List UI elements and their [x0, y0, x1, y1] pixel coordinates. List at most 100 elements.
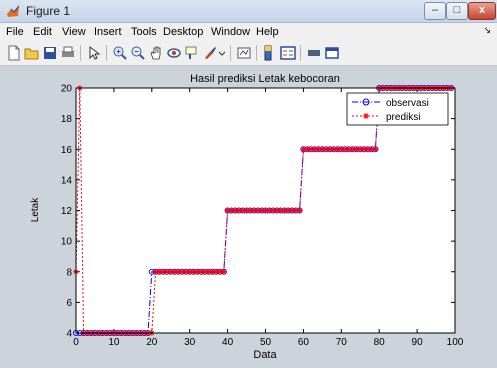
data-point-prediksi: [361, 146, 367, 153]
hide-plot-tools-icon[interactable]: [306, 45, 322, 61]
show-plot-tools-icon[interactable]: [324, 45, 340, 61]
legend-box: [346, 92, 449, 126]
menu-tools[interactable]: Tools: [131, 26, 157, 38]
data-point-prediksi: [167, 268, 174, 275]
chart-title: Hasil prediksi Letak kebocoran: [190, 73, 340, 85]
data-point-prediksi: [255, 207, 261, 214]
legend-icon[interactable]: [280, 45, 296, 61]
toolbar-separator: [230, 45, 231, 61]
data-point-prediksi: [274, 207, 280, 214]
x-tick-label: 90: [412, 337, 424, 348]
title-bar[interactable]: Figure 1 – □ x: [0, 0, 497, 23]
data-point-prediksi: [289, 207, 295, 214]
data-point-prediksi: [179, 268, 185, 275]
data-point-prediksi: [258, 207, 265, 214]
x-tick-label: 30: [184, 337, 196, 348]
data-cursor-icon[interactable]: [184, 45, 200, 61]
matlab-icon: [7, 5, 20, 17]
data-point-prediksi: [183, 268, 189, 275]
figure-area: Hasil prediksi Letak kebocoran Data Leta…: [0, 66, 497, 368]
chart[interactable]: Hasil prediksi Letak kebocoran Data Leta…: [0, 66, 497, 368]
data-point-prediksi: [213, 268, 220, 275]
new-figure-icon[interactable]: [6, 45, 22, 61]
minimize-button[interactable]: –: [424, 2, 446, 20]
legend-label-observasi: observasi: [386, 98, 429, 109]
figure-toolbar: [0, 41, 497, 66]
x-tick-label: 40: [222, 337, 234, 348]
menu-insert[interactable]: Insert: [94, 26, 122, 38]
data-point-prediksi: [293, 207, 299, 214]
data-point-prediksi: [342, 146, 348, 153]
zoom-in-icon[interactable]: [112, 45, 128, 61]
menu-overflow-icon[interactable]: ↘: [483, 25, 491, 35]
data-point-prediksi: [205, 268, 212, 275]
data-point-prediksi: [300, 146, 307, 153]
data-point-prediksi: [368, 146, 375, 153]
toolbar-separator: [106, 45, 107, 61]
data-point-prediksi: [330, 146, 337, 153]
save-icon[interactable]: [42, 45, 58, 61]
data-point-prediksi: [323, 146, 329, 153]
legend-marker-prediksi: [363, 113, 369, 119]
data-point-prediksi: [285, 207, 292, 214]
data-point-prediksi: [202, 268, 208, 275]
toolbar-separator: [300, 45, 301, 61]
link-plot-icon[interactable]: [236, 45, 252, 61]
legend[interactable]: observasi prediksi: [346, 92, 449, 126]
data-point-prediksi: [353, 146, 360, 153]
data-point-prediksi: [198, 268, 204, 275]
data-point-prediksi: [236, 207, 242, 214]
x-tick-label: 100: [447, 337, 464, 348]
brush-icon[interactable]: [202, 45, 218, 61]
x-tick-label: 80: [374, 337, 386, 348]
data-point-prediksi: [281, 207, 288, 214]
data-point-prediksi: [156, 268, 163, 275]
legend-marker-observasi: [362, 98, 370, 106]
menu-view[interactable]: View: [62, 26, 86, 38]
data-point-prediksi: [365, 146, 371, 153]
data-point-prediksi: [243, 207, 250, 214]
menu-file[interactable]: File: [6, 26, 24, 38]
data-point-prediksi: [338, 146, 345, 153]
data-point-prediksi: [315, 146, 322, 153]
y-tick-label: 16: [61, 145, 73, 156]
data-point-prediksi: [270, 207, 276, 214]
axis-ticks: 0 10 20 30 40 50 60 70 80 90 100 4 6 8 10 12 14 16 18 20: [61, 84, 464, 349]
pan-icon[interactable]: [148, 45, 164, 61]
data-point-prediksi: [186, 268, 193, 275]
x-axis-label: Data: [253, 349, 277, 361]
zoom-out-icon[interactable]: [130, 45, 146, 61]
data-point-prediksi: [247, 207, 254, 214]
data-point-prediksi: [296, 207, 303, 214]
data-point-prediksi: [266, 207, 273, 214]
print-icon[interactable]: [60, 45, 76, 61]
y-tick-label: 20: [61, 84, 73, 95]
close-button[interactable]: x: [468, 2, 496, 20]
y-axis-label: Letak: [30, 197, 41, 222]
data-point-prediksi: [224, 207, 231, 214]
chevron-down-icon[interactable]: [218, 45, 226, 61]
data-point-prediksi: [346, 146, 352, 153]
data-point-prediksi: [239, 207, 246, 214]
data-point-prediksi: [311, 146, 318, 153]
data-point-prediksi: [228, 207, 235, 214]
x-tick-label: 70: [336, 337, 348, 348]
x-tick-label: 0: [73, 337, 79, 348]
data-point-prediksi: [372, 146, 379, 153]
menu-edit[interactable]: Edit: [33, 26, 52, 38]
y-tick-label: 8: [66, 267, 72, 278]
colorbar-icon[interactable]: [262, 45, 278, 61]
menu-help[interactable]: Help: [256, 26, 279, 38]
data-point-prediksi: [327, 146, 333, 153]
data-point-prediksi: [190, 268, 197, 275]
maximize-button[interactable]: □: [446, 2, 468, 20]
data-point-prediksi: [232, 207, 238, 214]
data-point-prediksi: [262, 207, 269, 214]
y-tick-label: 10: [61, 237, 73, 248]
menu-desktop[interactable]: Desktop: [163, 26, 204, 38]
menu-window[interactable]: Window: [211, 26, 251, 38]
rotate-3d-icon[interactable]: [166, 45, 182, 61]
pointer-icon[interactable]: [86, 45, 102, 61]
open-file-icon[interactable]: [24, 45, 40, 61]
